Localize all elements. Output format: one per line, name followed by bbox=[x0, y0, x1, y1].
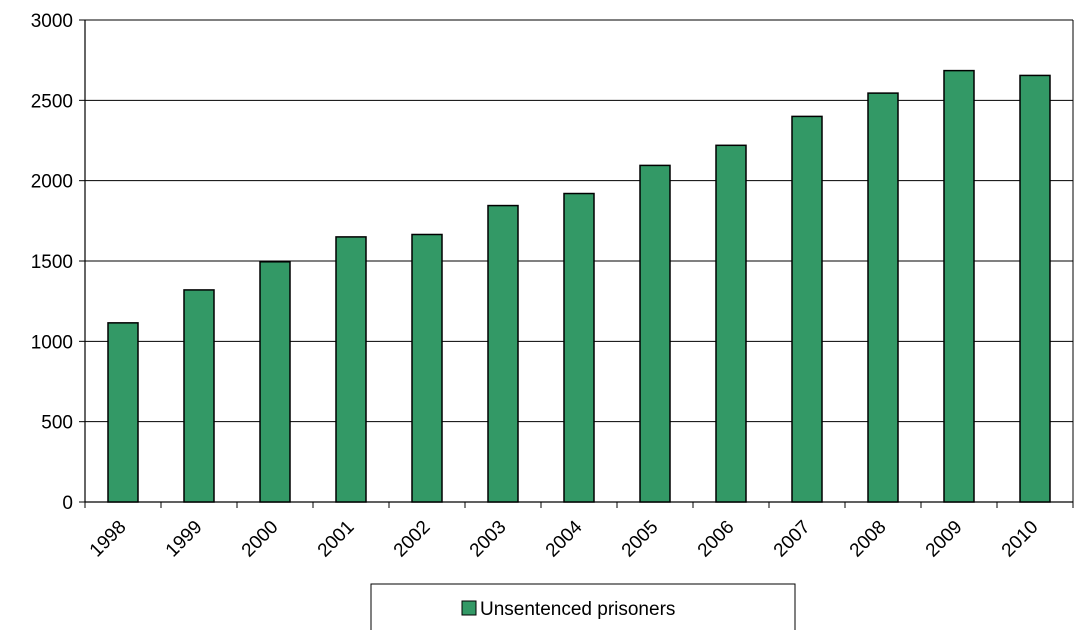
y-tick-label: 1000 bbox=[31, 332, 73, 353]
x-tick-label: 2007 bbox=[770, 517, 815, 562]
x-tick-label: 2009 bbox=[922, 517, 967, 562]
bar bbox=[183, 289, 215, 503]
x-tick-label: 2008 bbox=[846, 517, 891, 562]
bar bbox=[335, 236, 367, 503]
y-tick-label: 2000 bbox=[31, 172, 73, 193]
y-tick-label: 2500 bbox=[31, 91, 73, 112]
bar bbox=[715, 144, 747, 503]
x-tick-label: 2002 bbox=[390, 517, 435, 562]
x-tick-label: 2004 bbox=[542, 516, 587, 561]
x-tick-label: 2001 bbox=[314, 517, 359, 562]
legend: Unsentenced prisoners bbox=[370, 583, 796, 630]
y-tick-label: 500 bbox=[41, 413, 73, 434]
y-tick-label: 0 bbox=[62, 493, 73, 514]
legend-swatch bbox=[461, 600, 477, 616]
x-tick-label: 1998 bbox=[86, 517, 131, 562]
bar bbox=[639, 164, 671, 503]
bar bbox=[1019, 74, 1051, 503]
legend-box bbox=[370, 583, 796, 630]
bar bbox=[867, 92, 899, 503]
bar bbox=[563, 192, 595, 503]
bar bbox=[259, 261, 291, 503]
y-tick-label: 3000 bbox=[31, 11, 73, 32]
y-tick-label: 1500 bbox=[31, 252, 73, 273]
bar bbox=[791, 115, 823, 503]
bar bbox=[411, 233, 443, 503]
bar bbox=[943, 69, 975, 503]
x-tick-label: 1999 bbox=[162, 517, 207, 562]
bar bbox=[107, 322, 139, 503]
x-tick-label: 2006 bbox=[694, 517, 739, 562]
x-tick-label: 2010 bbox=[998, 517, 1043, 562]
x-tick-label: 2000 bbox=[238, 517, 283, 562]
x-tick-label: 2003 bbox=[466, 517, 511, 562]
bar bbox=[487, 204, 519, 503]
legend-label: Unsentenced prisoners bbox=[480, 599, 675, 620]
x-tick-label: 2005 bbox=[618, 517, 663, 562]
